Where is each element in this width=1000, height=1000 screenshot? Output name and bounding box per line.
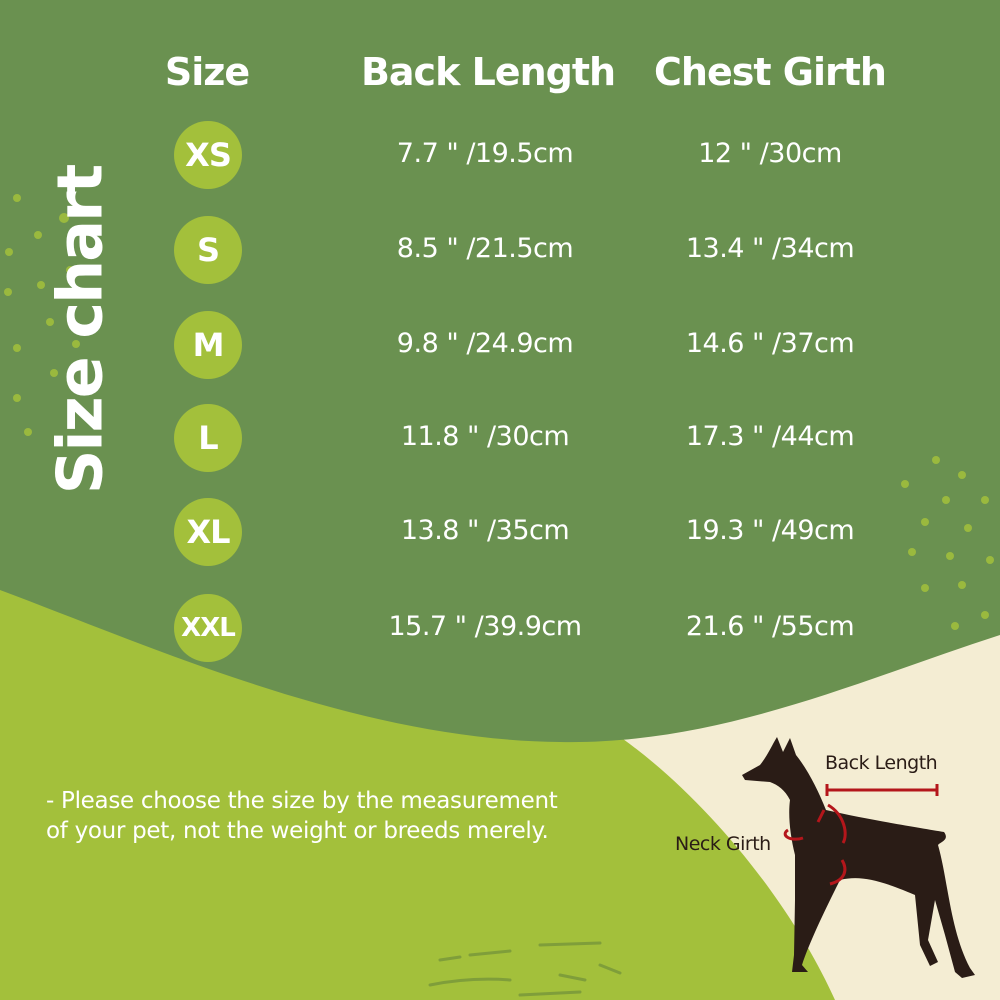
dog-silhouette	[742, 737, 975, 978]
chest-value: 17.3 " /44cm	[685, 421, 855, 452]
decorative-dashes	[428, 941, 622, 997]
back-length-label: Back Length	[825, 752, 938, 774]
back-value: 13.8 " /35cm	[400, 515, 570, 546]
size-badge: XS	[174, 121, 242, 189]
size-badge: M	[174, 311, 242, 379]
header-chest-girth: Chest Girth	[654, 50, 887, 94]
header-size: Size	[164, 50, 250, 94]
size-badge: L	[174, 404, 242, 472]
back-value: 9.8 " /24.9cm	[396, 328, 574, 359]
note-line-2: of your pet, not the weight or breeds me…	[46, 818, 549, 844]
back-value: 15.7 " /39.9cm	[388, 611, 582, 642]
header-back-length: Back Length	[360, 50, 616, 94]
dog-diagram	[742, 737, 975, 978]
size-badge: S	[174, 216, 242, 284]
chart-title: Size chart	[43, 165, 117, 495]
neck-girth-label: Neck Girth	[675, 833, 771, 855]
chest-value: 12 " /30cm	[698, 138, 842, 169]
note-line-1: - Please choose the size by the measurem…	[46, 788, 558, 814]
size-badge: XXL	[174, 594, 242, 662]
sizing-note: - Please choose the size by the measurem…	[46, 786, 558, 846]
chest-value: 21.6 " /55cm	[685, 611, 855, 642]
decorative-dots	[4, 194, 994, 630]
size-badge: XL	[174, 498, 242, 566]
back-value: 11.8 " /30cm	[400, 421, 570, 452]
back-value: 7.7 " /19.5cm	[396, 138, 574, 169]
chest-value: 19.3 " /49cm	[685, 515, 855, 546]
chest-value: 14.6 " /37cm	[685, 328, 855, 359]
back-value: 8.5 " /21.5cm	[396, 233, 574, 264]
chest-value: 13.4 " /34cm	[685, 233, 855, 264]
